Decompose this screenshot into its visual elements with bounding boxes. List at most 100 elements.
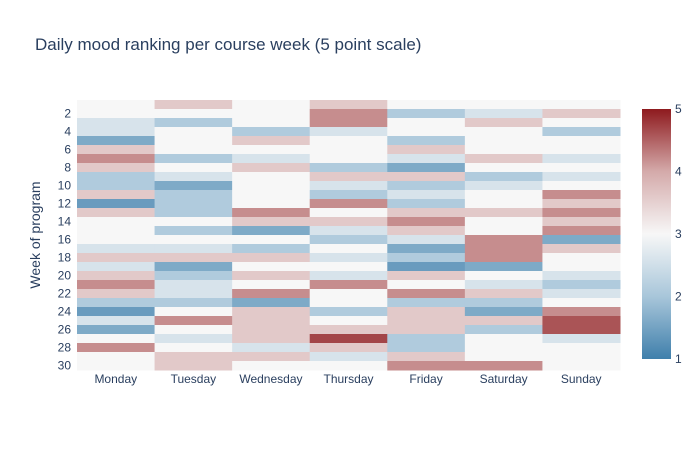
heatmap-cell [77, 289, 156, 299]
heatmap-cell [387, 154, 466, 164]
heatmap-cell [464, 145, 543, 155]
heatmap-cell [77, 145, 156, 155]
heatmap-cell [387, 262, 466, 272]
heatmap-cell [542, 118, 621, 128]
heatmap-cell [154, 298, 233, 308]
heatmap-cell [387, 208, 466, 218]
heatmap-cell [542, 307, 621, 317]
heatmap-cell [154, 100, 233, 110]
heatmap-cell [542, 100, 621, 110]
heatmap-cell [464, 289, 543, 299]
heatmap-cell [232, 163, 311, 173]
heatmap-cell [309, 280, 388, 290]
heatmap-cell [232, 343, 311, 353]
colorbar [642, 109, 671, 359]
y-tick-label: 26 [58, 323, 72, 337]
heatmap-cell [232, 127, 311, 137]
heatmap-cell [232, 289, 311, 299]
heatmap-cell [232, 334, 311, 344]
heatmap-cell [77, 208, 156, 218]
x-tick-label: Sunday [561, 372, 602, 386]
heatmap-cell [464, 325, 543, 335]
heatmap-cell [309, 271, 388, 281]
heatmap-cell [77, 109, 156, 119]
heatmap-cell [464, 271, 543, 281]
heatmap-cell [309, 190, 388, 200]
heatmap-cell [232, 217, 311, 227]
heatmap-cell [387, 145, 466, 155]
heatmap-cell [309, 163, 388, 173]
heatmap-cell [232, 145, 311, 155]
colorbar-ticks: 1 2 3 4 5 [675, 102, 682, 366]
heatmap-cell [77, 280, 156, 290]
heatmap-cell [154, 172, 233, 182]
y-axis-title: Week of program [27, 181, 43, 288]
heatmap-cell [387, 325, 466, 335]
heatmap-cell [154, 127, 233, 137]
heatmap-cell [387, 109, 466, 119]
heatmap-cell [232, 316, 311, 326]
heatmap-cell [309, 172, 388, 182]
heatmap-cell [154, 145, 233, 155]
heatmap-cell [542, 316, 621, 326]
heatmap-cell [387, 343, 466, 353]
heatmap-cell [154, 118, 233, 128]
heatmap-cell [232, 262, 311, 272]
heatmap-cell [309, 289, 388, 299]
y-tick-label: 14 [58, 215, 72, 229]
heatmap-cell [309, 127, 388, 137]
heatmap-cell [232, 181, 311, 191]
heatmap-cell [232, 190, 311, 200]
heatmap-cell [232, 325, 311, 335]
heatmap-cell [464, 262, 543, 272]
heatmap-cell [464, 361, 543, 371]
heatmap-cell [387, 190, 466, 200]
heatmap-cell [77, 244, 156, 254]
heatmap-cell [232, 361, 311, 371]
heatmap-cell [77, 127, 156, 137]
heatmap-cell [309, 316, 388, 326]
y-tick-label: 22 [58, 287, 72, 301]
heatmap-cell [309, 235, 388, 245]
heatmap-cell [154, 280, 233, 290]
x-tick-label: Saturday [480, 372, 528, 386]
heatmap-cell [309, 343, 388, 353]
heatmap-cell [154, 217, 233, 227]
heatmap-cell [309, 145, 388, 155]
heatmap-cell [542, 298, 621, 308]
heatmap-cell [542, 235, 621, 245]
heatmap-cell [77, 100, 156, 110]
heatmap-cell [154, 244, 233, 254]
x-tick-label: Friday [409, 372, 442, 386]
heatmap-cell [77, 361, 156, 371]
heatmap-cell [154, 343, 233, 353]
heatmap-cell [464, 136, 543, 146]
heatmap-cell [232, 307, 311, 317]
heatmap-cell [154, 109, 233, 119]
heatmap-cell [464, 208, 543, 218]
heatmap-cell [154, 163, 233, 173]
heatmap-cell [464, 190, 543, 200]
colorbar-tick-label: 1 [675, 352, 682, 366]
heatmap-cell [232, 208, 311, 218]
heatmap-cell [464, 217, 543, 227]
heatmap-cell [77, 298, 156, 308]
heatmap-cell [154, 289, 233, 299]
heatmap-cell [309, 244, 388, 254]
heatmap-cell [464, 199, 543, 209]
heatmap-cell [464, 127, 543, 137]
heatmap-cell [77, 343, 156, 353]
heatmap-cell [387, 244, 466, 254]
heatmap-cell [542, 136, 621, 146]
heatmap-cell [542, 343, 621, 353]
heatmap-cell [232, 271, 311, 281]
heatmap-cell [542, 289, 621, 299]
heatmap-cell [542, 262, 621, 272]
heatmap-cell [387, 253, 466, 263]
heatmap-cell [309, 226, 388, 236]
colorbar-tick-label: 5 [675, 102, 682, 116]
heatmap-cell [464, 163, 543, 173]
heatmap-cell [154, 253, 233, 263]
